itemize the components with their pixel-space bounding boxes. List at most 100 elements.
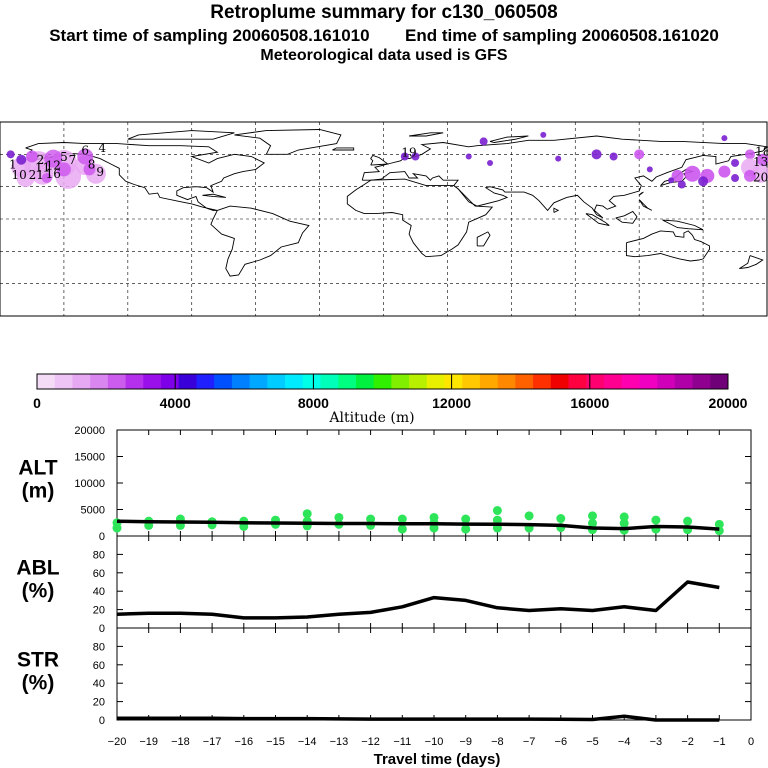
altitude-point — [556, 514, 566, 524]
altitude-point — [461, 514, 471, 524]
plume-marker — [400, 152, 409, 161]
end-time-value: 20060508.161020 — [581, 26, 719, 45]
x-tick-label: −6 — [555, 736, 568, 748]
coastline — [370, 154, 390, 166]
plume-marker — [25, 150, 38, 163]
colorbar-swatch — [107, 374, 126, 389]
sampling-times: Start time of sampling 20060508.161010 E… — [0, 26, 768, 46]
x-tick-label: −9 — [459, 736, 472, 748]
colorbar-swatch — [37, 374, 56, 389]
x-tick-label: −17 — [203, 736, 222, 748]
colorbar-swatch — [657, 374, 676, 389]
plume-marker — [465, 153, 472, 160]
colorbar-title: Altitude (m) — [328, 410, 414, 426]
colorbar-swatch — [125, 374, 144, 389]
altitude-point — [366, 514, 376, 524]
x-tick-label: −10 — [425, 736, 444, 748]
x-tick-label: −7 — [523, 736, 536, 748]
plume-day-label: 5 — [60, 150, 68, 164]
x-tick-label: −1 — [713, 736, 726, 748]
y-tick-label: 0 — [99, 531, 105, 543]
altitude-point — [334, 512, 344, 522]
plume-marker — [479, 137, 488, 146]
plume-marker — [634, 149, 645, 160]
y-tick-label: 20000 — [74, 425, 105, 437]
coastline — [489, 135, 529, 143]
colorbar-swatch — [479, 374, 499, 389]
plume-marker — [41, 173, 52, 184]
coastline — [662, 219, 704, 231]
coastline — [638, 191, 644, 196]
coastline — [615, 210, 638, 224]
altitude-point — [397, 514, 407, 524]
x-axis-title: Travel time (days) — [374, 751, 501, 768]
y-tick-label: 40 — [93, 586, 105, 598]
panel-label: STR — [17, 649, 59, 672]
panel-label: ALT — [18, 457, 57, 480]
met-data-note: Meteorological data used is GFS — [260, 47, 508, 64]
colorbar-swatch — [214, 374, 233, 389]
x-tick-label: −18 — [171, 736, 190, 748]
plume-day-label: 1 — [9, 157, 17, 171]
colorbar-swatch — [444, 374, 463, 389]
colorbar-swatch — [692, 374, 711, 389]
colorbar-swatch — [338, 374, 357, 389]
x-tick-label: −11 — [393, 736, 411, 748]
x-tick-label: −13 — [330, 736, 349, 748]
panel-unit: (m) — [22, 480, 55, 503]
colorbar-tick-label: 0 — [33, 395, 41, 411]
colorbar-swatch — [497, 374, 516, 389]
y-tick-label: 40 — [93, 678, 105, 690]
x-tick-label: −4 — [618, 736, 631, 748]
colorbar-tick-label: 8000 — [298, 395, 329, 411]
y-tick-label: 10000 — [74, 478, 105, 490]
x-tick-label: −3 — [650, 736, 663, 748]
coastline — [234, 129, 342, 155]
end-time-label: End time of sampling — [405, 26, 577, 45]
plume-day-label: 6 — [81, 143, 89, 157]
x-tick-label: −5 — [586, 736, 599, 748]
altitude-point — [429, 523, 439, 533]
plume-day-label: 9 — [96, 165, 104, 179]
plume-day-label: 10 — [12, 168, 27, 182]
altitude-point — [714, 519, 724, 529]
colorbar-swatch — [586, 374, 605, 389]
colorbar-swatch — [143, 374, 162, 389]
altitude-colorbar: 0 4000 8000 12000 16000 20000 — [33, 373, 748, 411]
plume-day-label: 16 — [46, 167, 61, 181]
altitude-point — [397, 524, 407, 534]
colorbar-swatch — [285, 374, 304, 389]
plume-marker — [555, 155, 562, 162]
panel-str: 0 20 40 60 80 STR(%) — [17, 627, 752, 727]
coastline — [127, 130, 235, 140]
plume-day-label: 20 — [753, 170, 768, 184]
colorbar-swatch — [178, 374, 197, 389]
plume-marker — [718, 165, 731, 178]
plume-marker — [77, 148, 94, 165]
plume-marker — [16, 154, 27, 165]
plume-marker — [44, 149, 63, 168]
series-line-str — [117, 714, 720, 722]
colorbar-swatch — [426, 374, 445, 389]
series-line-abl — [116, 580, 720, 620]
plume-day-label: 13 — [753, 155, 768, 169]
y-tick-label: 60 — [93, 660, 105, 672]
plume-day-label: 21 — [29, 168, 44, 182]
plume-marker — [721, 135, 728, 142]
colorbar-swatch — [161, 374, 180, 389]
x-tick-label: −14 — [298, 736, 317, 748]
x-tick-label: −8 — [491, 736, 504, 748]
plume-day-label: 2 — [37, 153, 45, 167]
panel-unit: (%) — [22, 580, 55, 603]
x-tick-label: −15 — [266, 736, 285, 748]
x-tick-label: −16 — [234, 736, 253, 748]
colorbar-swatch — [533, 374, 552, 389]
altitude-point — [524, 511, 534, 521]
y-tick-label: 60 — [93, 568, 105, 580]
colorbar-tick-label: 16000 — [570, 395, 609, 411]
coastline — [476, 231, 491, 247]
plume-marker — [756, 153, 768, 166]
y-tick-label: 20 — [93, 605, 105, 617]
